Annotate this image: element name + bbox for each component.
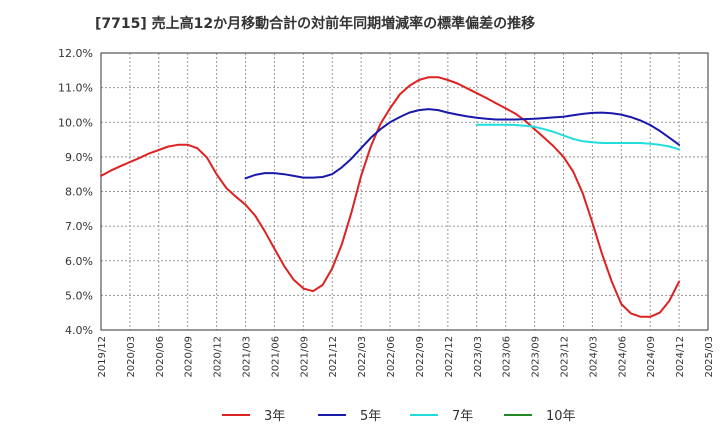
x-tick-label: 2024/12: [675, 336, 686, 378]
x-tick-label: 2022/03: [357, 336, 368, 378]
legend-label: 7年: [452, 409, 473, 424]
x-tick-label: 2022/09: [415, 336, 426, 378]
y-tick-label: 6.0%: [65, 255, 93, 268]
x-tick-label: 2024/03: [588, 336, 599, 378]
y-tick-label: 4.0%: [65, 324, 93, 337]
plot-area: [101, 53, 708, 330]
x-tick-label: 2023/12: [559, 336, 570, 378]
x-tick-label: 2025/03: [704, 336, 715, 378]
series-line: [100, 76, 681, 318]
x-tick-label: 2021/09: [299, 336, 310, 378]
legend-label: 5年: [360, 409, 381, 424]
x-tick-label: 2021/06: [270, 336, 281, 378]
y-tick-label: 5.0%: [65, 289, 93, 302]
x-tick-label: 2023/03: [473, 336, 484, 378]
x-tick-label: 2022/06: [386, 336, 397, 378]
legend-label: 3年: [264, 409, 285, 424]
x-tick-label: 2020/06: [155, 336, 166, 378]
series-line: [475, 123, 681, 151]
x-tick-label: 2024/06: [617, 336, 628, 378]
y-tick-label: 11.0%: [58, 82, 93, 95]
x-tick-label: 2023/06: [502, 336, 513, 378]
x-tick-label: 2022/12: [444, 336, 455, 378]
x-tick-label: 2021/03: [242, 336, 253, 378]
plot-frame: [100, 52, 709, 331]
x-tick-label: 2024/09: [646, 336, 657, 378]
y-tick-label: 9.0%: [65, 151, 93, 164]
y-tick-label: 7.0%: [65, 220, 93, 233]
y-tick-label: 12.0%: [58, 47, 93, 60]
x-tick-label: 2019/12: [97, 336, 108, 378]
y-tick-label: 10.0%: [58, 116, 93, 129]
x-tick-label: 2023/09: [531, 336, 542, 378]
x-tick-label: 2020/09: [184, 336, 195, 378]
y-tick-label: 8.0%: [65, 186, 93, 199]
x-tick-label: 2020/03: [126, 336, 137, 378]
chart-title: [7715] 売上高12か月移動合計の対前年同期増減率の標準偏差の推移: [95, 16, 536, 32]
x-tick-label: 2020/12: [213, 336, 224, 378]
legend-label: 10年: [546, 409, 576, 424]
series-line: [244, 108, 681, 180]
x-tick-label: 2021/12: [328, 336, 339, 378]
